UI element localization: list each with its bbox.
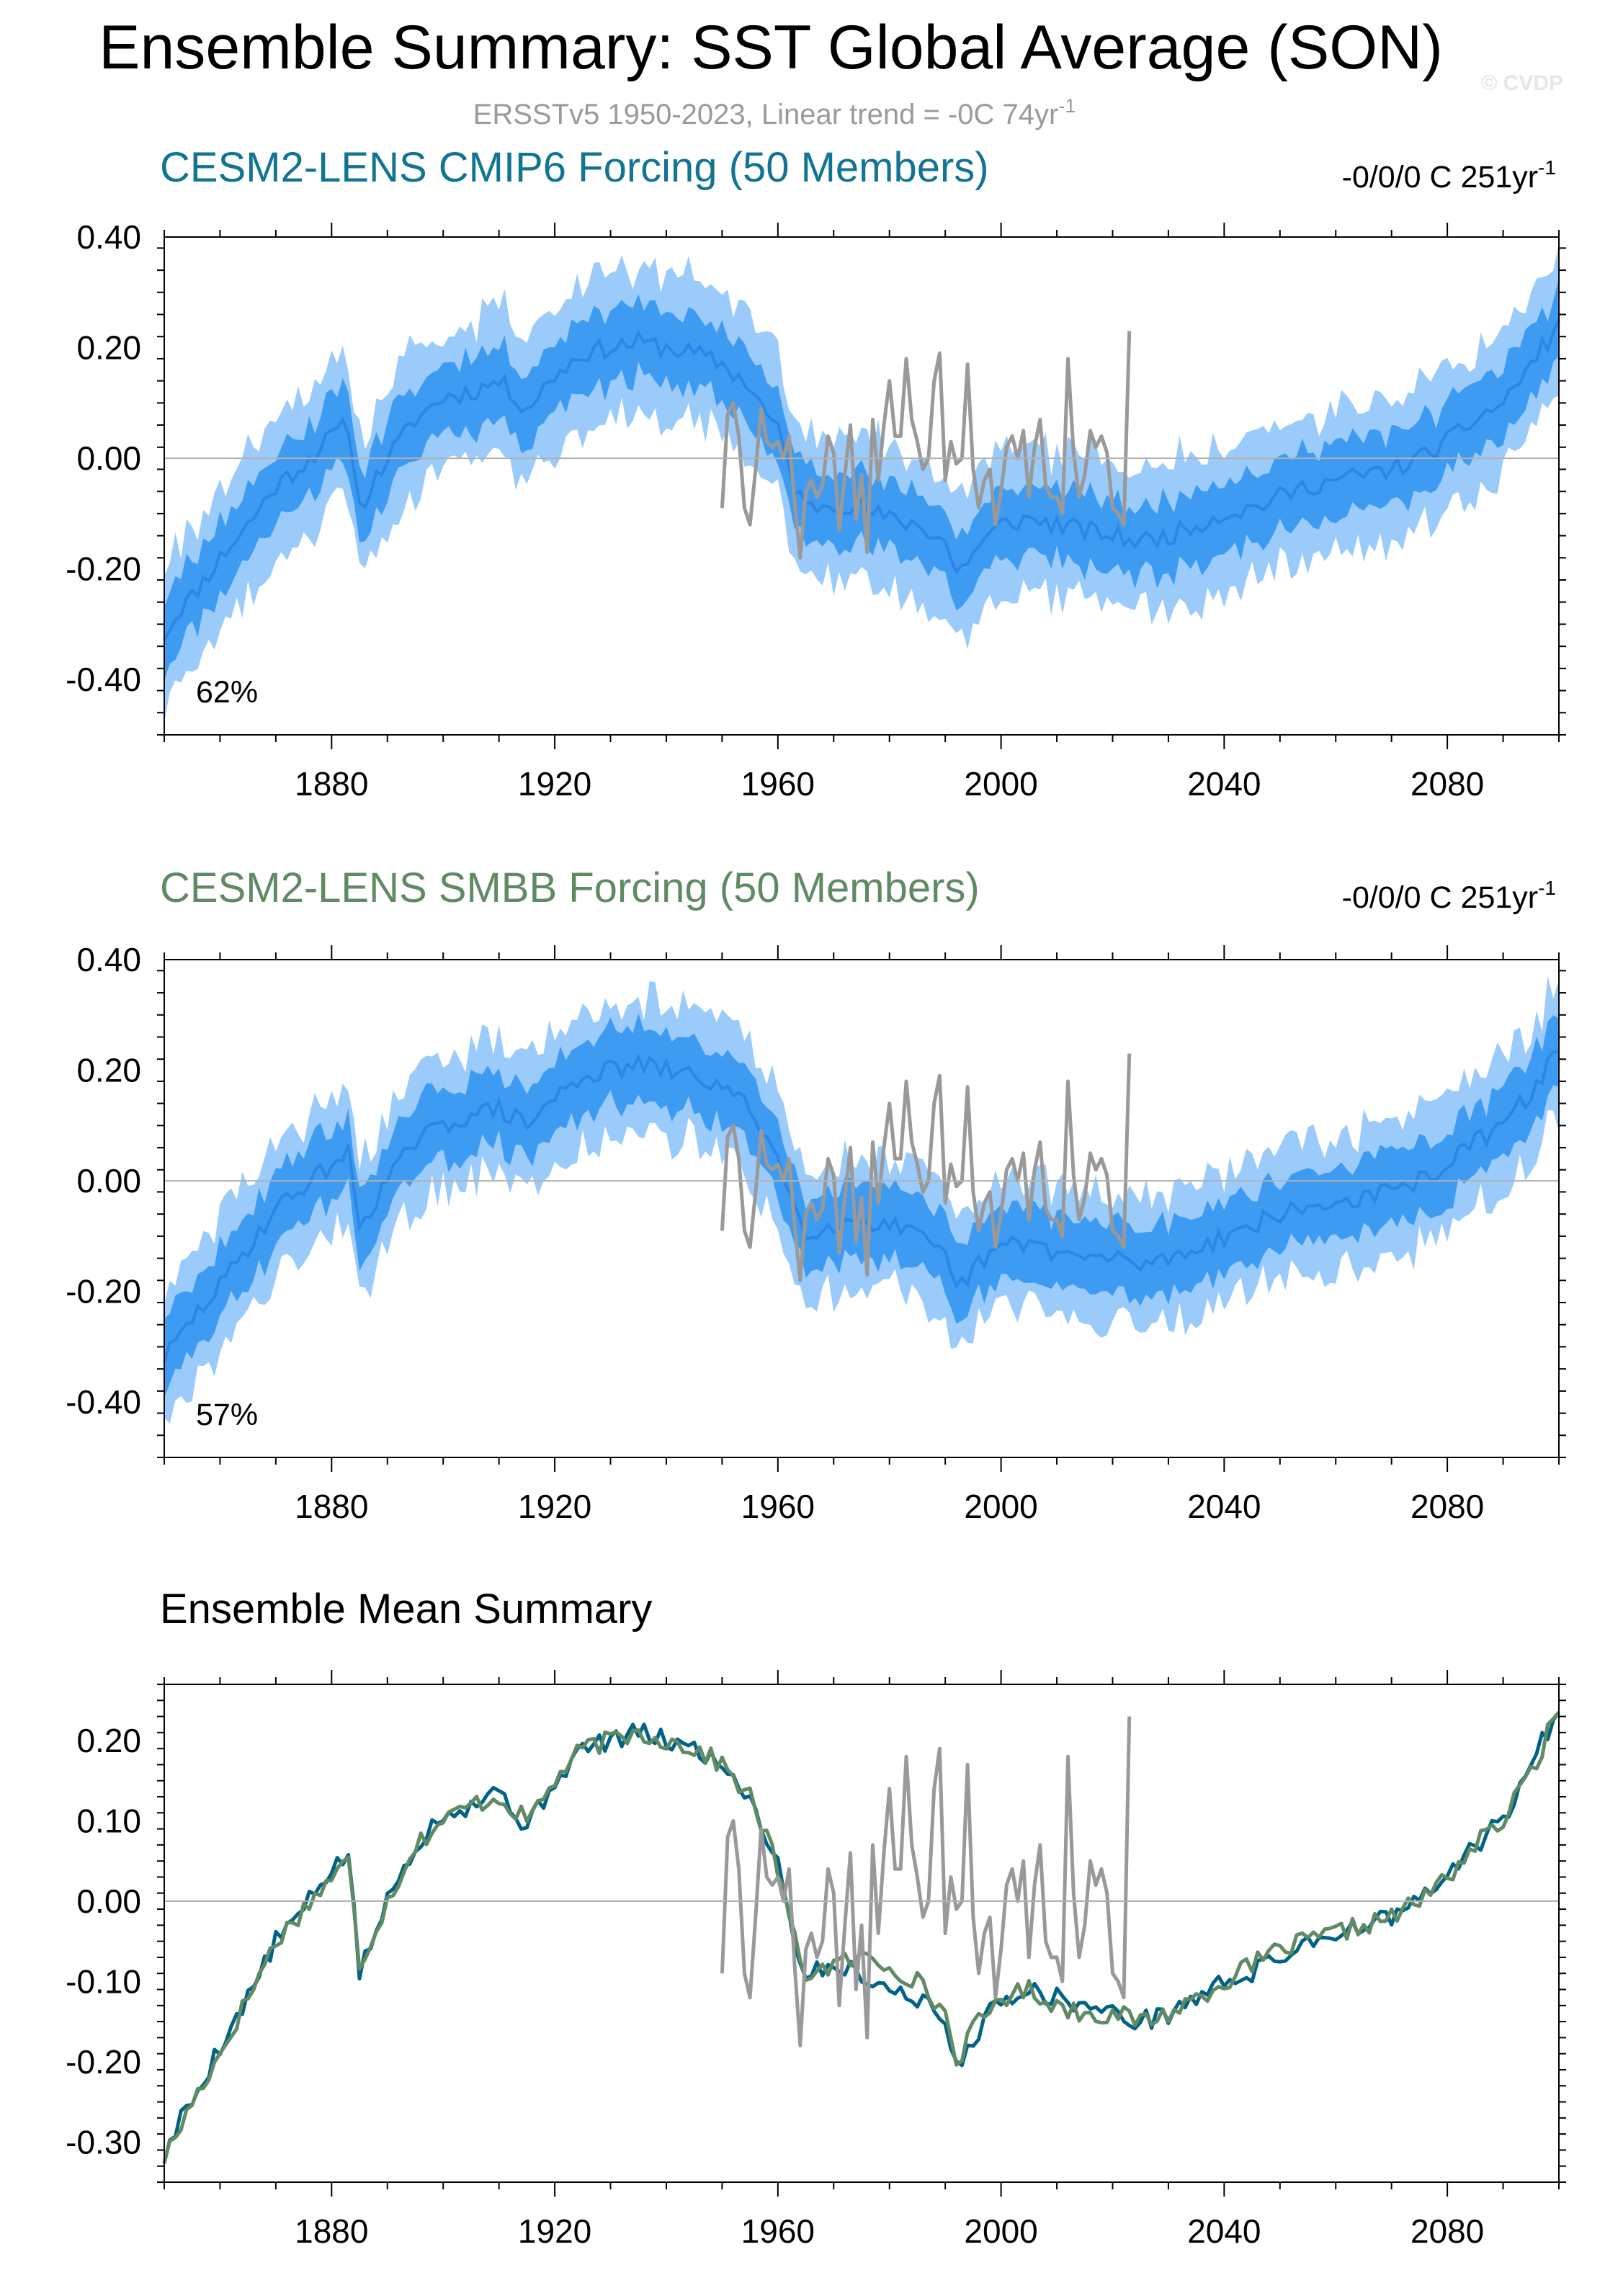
main-title: Ensemble Summary: SST Global Average (SO… — [99, 13, 1443, 82]
x-tick-label-smbb: 2040 — [1187, 1488, 1261, 1525]
y-tick-label-ensemble-mean: 0.10 — [76, 1802, 141, 1839]
panel-title-ensemble-mean: Ensemble Mean Summary — [160, 1586, 652, 1632]
x-tick-label-ensemble-mean: 1920 — [518, 2212, 591, 2250]
subtitle-text: ERSSTv5 1950-2023, Linear trend = -0C 74… — [473, 99, 1059, 130]
summary-line-cmip6 — [162, 1711, 1561, 2164]
panel-cmip6: CESM2-LENS CMIP6 Forcing (50 Members) -0… — [66, 144, 1566, 803]
plot-frame-ensemble-mean — [164, 1684, 1560, 2183]
plot-area-smbb: 1880 1920 1960 2000 2040 2080 0.40 0.20 0.00 -0.2… — [66, 941, 1566, 1525]
x-tick-label-cmip6: 2040 — [1187, 765, 1261, 803]
x-tick-label-cmip6: 1880 — [295, 765, 368, 803]
y-tick-label-smbb: 0.40 — [76, 941, 141, 978]
panel-smbb: CESM2-LENS SMBB Forcing (50 Members) -0/… — [66, 865, 1566, 1525]
observations-line-cmip6 — [720, 331, 1132, 560]
x-tick-label-smbb: 1880 — [295, 1488, 368, 1525]
percent-label-cmip6: 62% — [196, 675, 258, 710]
panel-trend-text-cmip6: -0/0/0 C 251yr — [1342, 160, 1538, 195]
subtitle: ERSSTv5 1950-2023, Linear trend = -0C 74… — [473, 95, 1076, 130]
observations-line-smbb — [720, 1053, 1132, 1282]
x-tick-label-smbb: 1960 — [741, 1488, 815, 1525]
x-tick-label-ensemble-mean: 1960 — [741, 2212, 815, 2250]
y-tick-label-smbb: -0.20 — [66, 1273, 141, 1310]
x-tick-label-smbb: 2000 — [964, 1488, 1037, 1525]
panel-trend-sup-cmip6: -1 — [1538, 156, 1556, 179]
y-tick-label-smbb: -0.40 — [66, 1383, 141, 1421]
panel-trend-smbb: -0/0/0 C 251yr-1 — [1342, 877, 1556, 915]
y-tick-label-ensemble-mean: -0.10 — [66, 1962, 141, 2000]
x-tick-label-cmip6: 1920 — [518, 765, 591, 803]
summary-line-obs — [720, 1716, 1132, 2047]
x-tick-label-smbb: 2080 — [1410, 1488, 1484, 1525]
x-tick-label-ensemble-mean: 2080 — [1410, 2212, 1484, 2250]
x-tick-label-ensemble-mean: 1880 — [295, 2212, 368, 2250]
x-tick-label-cmip6: 2080 — [1410, 765, 1484, 803]
y-tick-label-cmip6: 0.40 — [76, 218, 141, 256]
y-tick-label-cmip6: -0.40 — [66, 661, 141, 698]
y-tick-label-ensemble-mean: -0.30 — [66, 2123, 141, 2161]
y-tick-label-ensemble-mean: 0.20 — [76, 1722, 141, 1759]
y-tick-label-cmip6: 0.00 — [76, 439, 141, 477]
plot-area-ensemble-mean: 1880 1920 1960 2000 2040 2080 0.20 0.10 0.00 -0.1… — [66, 1670, 1566, 2250]
x-tick-label-smbb: 1920 — [518, 1488, 591, 1525]
watermark: © CVDP — [1481, 71, 1563, 95]
x-tick-label-cmip6: 1960 — [741, 765, 815, 803]
plot-area-cmip6: 1880 1920 1960 2000 2040 2080 0.40 0.20 0.00 -0.2… — [66, 218, 1566, 803]
plot-frame-smbb — [164, 959, 1560, 1458]
y-tick-label-smbb: 0.00 — [76, 1162, 141, 1200]
percent-label-smbb: 57% — [196, 1398, 258, 1432]
subtitle-sup: -1 — [1058, 95, 1076, 117]
y-tick-label-smbb: 0.20 — [76, 1052, 141, 1089]
x-tick-label-ensemble-mean: 2040 — [1187, 2212, 1261, 2250]
panel-trend-text-smbb: -0/0/0 C 251yr — [1342, 880, 1538, 915]
y-tick-label-cmip6: 0.20 — [76, 329, 141, 367]
x-tick-label-cmip6: 2000 — [964, 765, 1037, 803]
panel-trend-sup-smbb: -1 — [1538, 877, 1556, 899]
panel-title-cmip6: CESM2-LENS CMIP6 Forcing (50 Members) — [160, 144, 989, 191]
panel-title-smbb: CESM2-LENS SMBB Forcing (50 Members) — [160, 865, 980, 911]
y-tick-label-cmip6: -0.20 — [66, 550, 141, 588]
x-tick-label-ensemble-mean: 2000 — [964, 2212, 1037, 2250]
plot-frame-cmip6 — [164, 236, 1560, 736]
panel-trend-cmip6: -0/0/0 C 251yr-1 — [1342, 156, 1556, 195]
panel-ensemble-mean: Ensemble Mean Summary 1880 1920 1960 2000 20… — [66, 1586, 1566, 2250]
y-tick-label-ensemble-mean: -0.20 — [66, 2043, 141, 2081]
y-tick-label-ensemble-mean: 0.00 — [76, 1882, 141, 1920]
